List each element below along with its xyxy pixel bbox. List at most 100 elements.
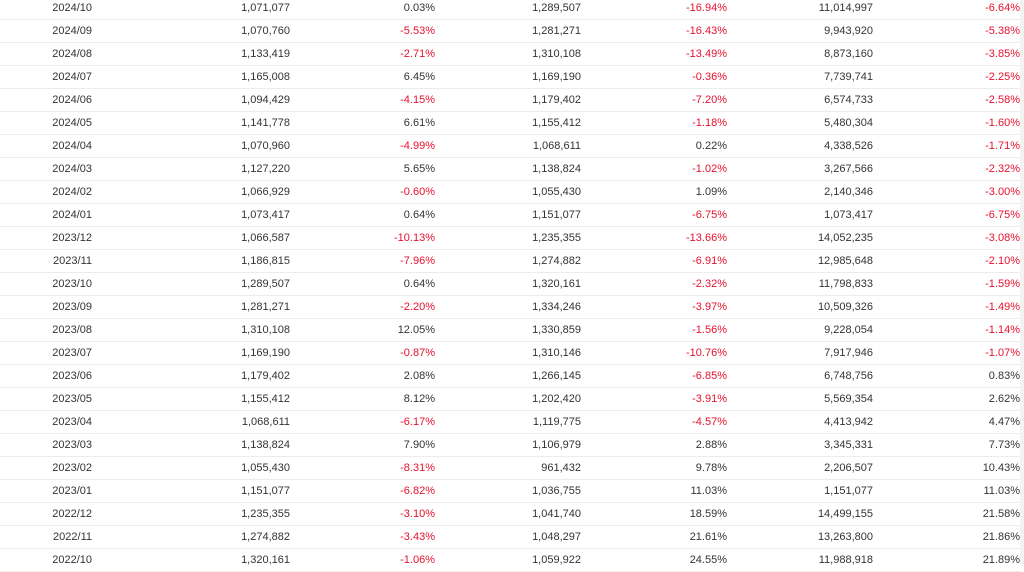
cell-change-3: 4.47% <box>873 410 1020 435</box>
table-row: 2022/12 1,235,355 -3.10% 1,041,740 18.59% 14,… <box>0 502 1020 527</box>
table-row: 2023/03 1,138,824 7.90% 1,106,979 2.88% 3,345… <box>0 433 1020 458</box>
cell-month: 2022/12 <box>0 502 98 527</box>
cell-month: 2023/02 <box>0 456 98 481</box>
table-row: 2023/10 1,289,507 0.64% 1,320,161 -2.32% 11,7… <box>0 272 1020 297</box>
cell-month: 2023/08 <box>0 318 98 343</box>
table-row: 2024/10 1,071,077 0.03% 1,289,507 -16.94% 11,… <box>0 0 1020 21</box>
cell-month: 2023/10 <box>0 272 98 297</box>
cell-change-2: -7.20% <box>581 88 727 113</box>
cell-value-1: 1,133,419 <box>98 42 290 67</box>
cell-value-3: 11,988,918 <box>727 548 873 572</box>
cell-value-3: 3,267,566 <box>727 157 873 182</box>
cell-change-2: 9.78% <box>581 456 727 481</box>
table-row: 2023/04 1,068,611 -6.17% 1,119,775 -4.57% 4,4… <box>0 410 1020 435</box>
cell-change-2: -3.97% <box>581 295 727 320</box>
cell-change-3: -1.14% <box>873 318 1020 343</box>
cell-change-2: 24.55% <box>581 548 727 572</box>
cell-change-1: -6.82% <box>290 479 435 504</box>
cell-value-3: 3,345,331 <box>727 433 873 458</box>
cell-value-2: 1,055,430 <box>435 180 581 205</box>
cell-change-1: -10.13% <box>290 226 435 251</box>
cell-value-3: 7,739,741 <box>727 65 873 90</box>
cell-change-2: 18.59% <box>581 502 727 527</box>
cell-change-1: 6.45% <box>290 65 435 90</box>
cell-month: 2024/09 <box>0 19 98 44</box>
cell-change-2: 2.88% <box>581 433 727 458</box>
cell-value-1: 1,281,271 <box>98 295 290 320</box>
cell-value-2: 1,330,859 <box>435 318 581 343</box>
cell-value-1: 1,094,429 <box>98 88 290 113</box>
cell-value-1: 1,066,929 <box>98 180 290 205</box>
cell-value-2: 1,179,402 <box>435 88 581 113</box>
cell-value-2: 1,281,271 <box>435 19 581 44</box>
cell-change-3: 21.58% <box>873 502 1020 527</box>
table-row: 2024/03 1,127,220 5.65% 1,138,824 -1.02% 3,26… <box>0 157 1020 182</box>
table-row: 2024/09 1,070,760 -5.53% 1,281,271 -16.43% 9,… <box>0 19 1020 44</box>
table-row: 2024/04 1,070,960 -4.99% 1,068,611 0.22% 4,33… <box>0 134 1020 159</box>
cell-change-1: -8.31% <box>290 456 435 481</box>
table-row: 2023/05 1,155,412 8.12% 1,202,420 -3.91% 5,56… <box>0 387 1020 412</box>
table-row: 2024/07 1,165,008 6.45% 1,169,190 -0.36% 7,73… <box>0 65 1020 90</box>
cell-value-1: 1,070,960 <box>98 134 290 159</box>
cell-value-2: 1,289,507 <box>435 0 581 21</box>
cell-month: 2024/06 <box>0 88 98 113</box>
cell-value-1: 1,310,108 <box>98 318 290 343</box>
cell-month: 2023/06 <box>0 364 98 389</box>
cell-value-3: 6,748,756 <box>727 364 873 389</box>
cell-value-1: 1,169,190 <box>98 341 290 366</box>
cell-change-2: 11.03% <box>581 479 727 504</box>
cell-change-2: -1.02% <box>581 157 727 182</box>
cell-month: 2023/09 <box>0 295 98 320</box>
cell-month: 2023/05 <box>0 387 98 412</box>
cell-value-3: 9,943,920 <box>727 19 873 44</box>
cell-value-3: 7,917,946 <box>727 341 873 366</box>
cell-change-3: 2.62% <box>873 387 1020 412</box>
cell-change-2: -16.43% <box>581 19 727 44</box>
cell-value-3: 9,228,054 <box>727 318 873 343</box>
cell-value-3: 6,574,733 <box>727 88 873 113</box>
cell-change-1: 5.65% <box>290 157 435 182</box>
cell-value-2: 1,235,355 <box>435 226 581 251</box>
cell-change-3: -1.71% <box>873 134 1020 159</box>
cell-change-3: -2.25% <box>873 65 1020 90</box>
cell-value-2: 1,138,824 <box>435 157 581 182</box>
cell-month: 2023/11 <box>0 249 98 274</box>
cell-value-3: 1,073,417 <box>727 203 873 228</box>
cell-value-2: 1,169,190 <box>435 65 581 90</box>
cell-value-3: 14,499,155 <box>727 502 873 527</box>
cell-change-2: -13.66% <box>581 226 727 251</box>
cell-value-2: 1,202,420 <box>435 387 581 412</box>
cell-change-1: -1.06% <box>290 548 435 572</box>
cell-value-3: 4,338,526 <box>727 134 873 159</box>
cell-change-3: -6.64% <box>873 0 1020 21</box>
cell-change-3: -1.49% <box>873 295 1020 320</box>
table-row: 2023/08 1,310,108 12.05% 1,330,859 -1.56% 9,2… <box>0 318 1020 343</box>
cell-month: 2024/10 <box>0 0 98 21</box>
cell-change-3: -3.00% <box>873 180 1020 205</box>
cell-value-3: 10,509,326 <box>727 295 873 320</box>
table-row: 2024/06 1,094,429 -4.15% 1,179,402 -7.20% 6,5… <box>0 88 1020 113</box>
cell-change-2: -10.76% <box>581 341 727 366</box>
cell-change-3: -5.38% <box>873 19 1020 44</box>
cell-change-2: 21.61% <box>581 525 727 550</box>
cell-value-3: 13,263,800 <box>727 525 873 550</box>
cell-change-2: -1.18% <box>581 111 727 136</box>
cell-change-1: -0.60% <box>290 180 435 205</box>
scrollbar-track[interactable] <box>1020 0 1024 564</box>
cell-month: 2023/03 <box>0 433 98 458</box>
cell-change-3: -6.75% <box>873 203 1020 228</box>
cell-change-3: 7.73% <box>873 433 1020 458</box>
cell-value-3: 5,569,354 <box>727 387 873 412</box>
cell-month: 2024/05 <box>0 111 98 136</box>
cell-value-2: 1,310,108 <box>435 42 581 67</box>
cell-value-3: 8,873,160 <box>727 42 873 67</box>
cell-value-2: 1,119,775 <box>435 410 581 435</box>
cell-change-3: 21.86% <box>873 525 1020 550</box>
table-row: 2023/06 1,179,402 2.08% 1,266,145 -6.85% 6,74… <box>0 364 1020 389</box>
cell-change-1: 6.61% <box>290 111 435 136</box>
cell-value-1: 1,138,824 <box>98 433 290 458</box>
cell-month: 2023/01 <box>0 479 98 504</box>
cell-value-2: 961,432 <box>435 456 581 481</box>
